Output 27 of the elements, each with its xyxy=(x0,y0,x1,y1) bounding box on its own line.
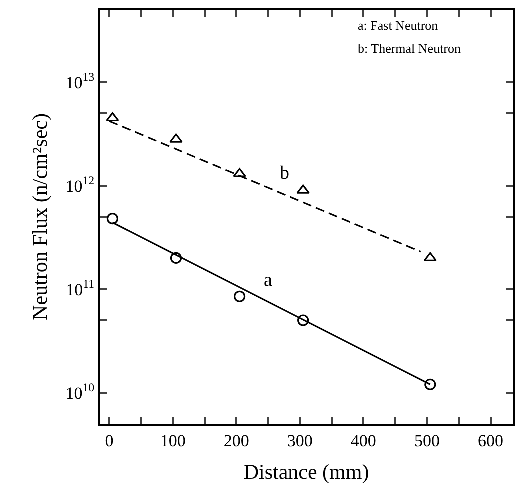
x-axis-title: Distance (mm) xyxy=(244,460,370,484)
point xyxy=(298,314,310,326)
point xyxy=(106,213,119,225)
point xyxy=(170,252,182,264)
annotation: a: Fast Neutron xyxy=(358,18,439,33)
y-tick-label: 10$^{13}$ xyxy=(66,70,95,92)
point xyxy=(424,252,437,262)
annotation: b: Thermal Neutron xyxy=(358,41,462,56)
y-tick-label: 10$^{11}$ xyxy=(66,277,95,300)
annotation: a xyxy=(264,270,273,291)
x-tick-label: 0 xyxy=(105,431,114,450)
y-axis-title: Neutron Flux (n/cm²sec) xyxy=(28,114,52,320)
x-tick-label: 200 xyxy=(224,431,250,450)
x-tick-label: 600 xyxy=(478,431,504,450)
point xyxy=(233,168,246,178)
y-tick-label: 10$^{12}$ xyxy=(66,174,95,196)
x-tick-label: 500 xyxy=(414,431,440,450)
point xyxy=(424,378,436,390)
point xyxy=(296,184,310,194)
point xyxy=(170,134,183,143)
point xyxy=(234,290,246,302)
point xyxy=(106,112,120,122)
y-tick-label: 10$^{10}$ xyxy=(66,380,95,403)
x-tick-label: 300 xyxy=(287,431,313,450)
x-tick-label: 100 xyxy=(160,431,186,450)
annotation: b xyxy=(280,163,290,184)
x-tick-label: 400 xyxy=(350,431,376,450)
